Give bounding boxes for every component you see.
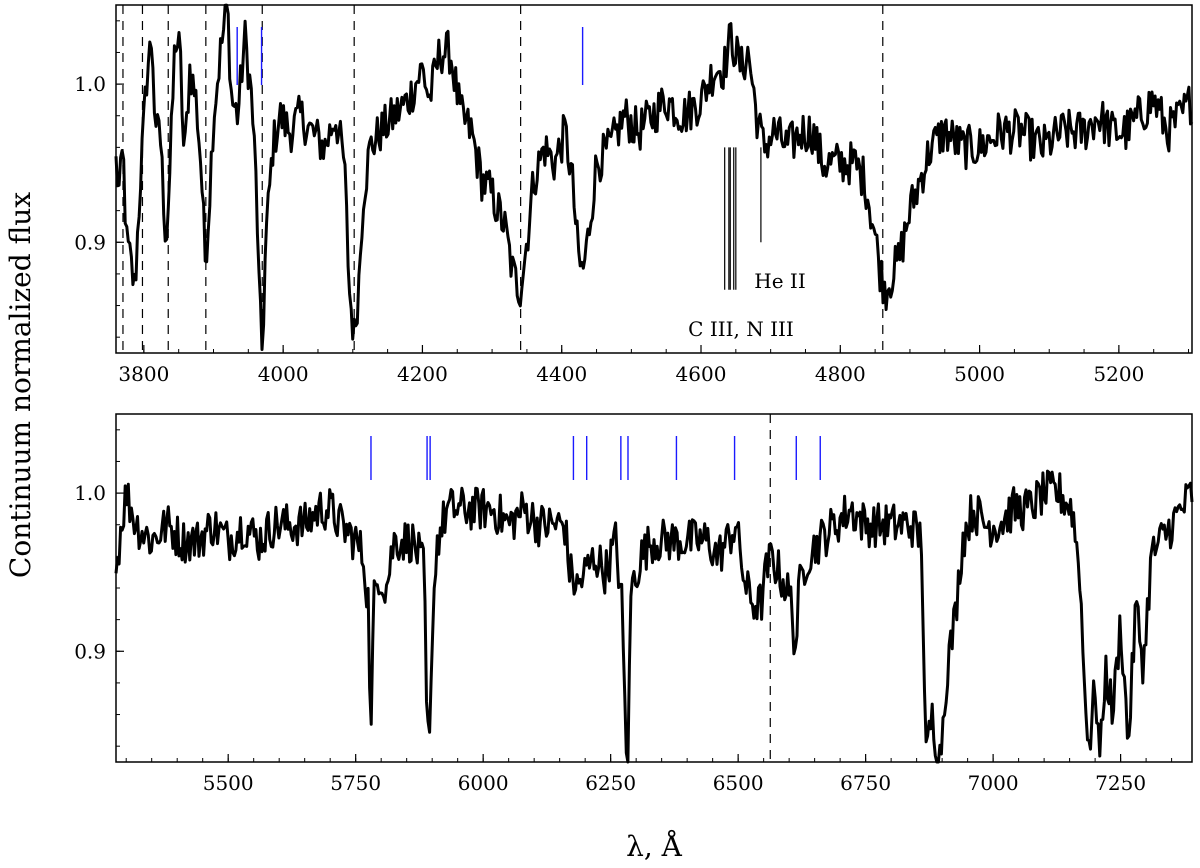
bottom-line-markers [370,436,821,480]
y-tick-label-1: 1.0 [74,481,106,505]
y-tick-label-1: 1.0 [74,72,106,96]
top-plot-frame [115,4,1193,354]
x-tick-label-1: 4000 [258,362,309,386]
top-annotations: He II C III, N III [688,269,806,341]
bottom-spectrum-line [114,469,1194,764]
x-tick-label-6: 7000 [968,771,1019,795]
x-tick-label-0: 5500 [203,771,254,795]
annotation-he-ii: He II [754,269,805,293]
x-tick-label-0: 3800 [118,362,169,386]
bottom-panel: 5500 5750 6000 6250 6500 6750 7000 7250 0.9 1.0 [74,413,1194,795]
x-tick-label-5: 4800 [815,362,866,386]
bottom-plot-frame [115,413,1193,763]
x-tick-label-5: 6750 [840,771,891,795]
x-tick-label-6: 5000 [954,362,1005,386]
y-tick-label-0: 0.9 [74,230,106,254]
x-tick-label-4: 4600 [676,362,727,386]
x-tick-label-1: 5750 [330,771,381,795]
top-axis-ticks: 3800 4000 4200 4400 4600 4800 5000 5200 0.9 1.0 [74,20,1190,386]
x-tick-label-7: 7250 [1095,771,1146,795]
top-line-markers [236,27,762,290]
x-tick-label-7: 5200 [1093,362,1144,386]
bottom-axis-ticks: 5500 5750 6000 6250 6500 6750 7000 7250 0.9 1.0 [74,429,1173,795]
y-axis-label: Continuum normalized flux [4,192,37,578]
annotation-c-iii-n-iii: C III, N III [688,317,794,341]
x-axis-label: λ, Å [626,830,683,863]
x-tick-label-4: 6500 [713,771,764,795]
x-tick-label-3: 4400 [536,362,587,386]
y-tick-label-0: 0.9 [74,639,106,663]
top-spectrum-line [114,3,1194,351]
x-tick-label-3: 6250 [585,771,636,795]
top-panel: He II C III, N III 3800 4000 4200 4400 4600 4… [74,3,1194,386]
x-tick-label-2: 4200 [397,362,448,386]
x-tick-label-2: 6000 [458,771,509,795]
